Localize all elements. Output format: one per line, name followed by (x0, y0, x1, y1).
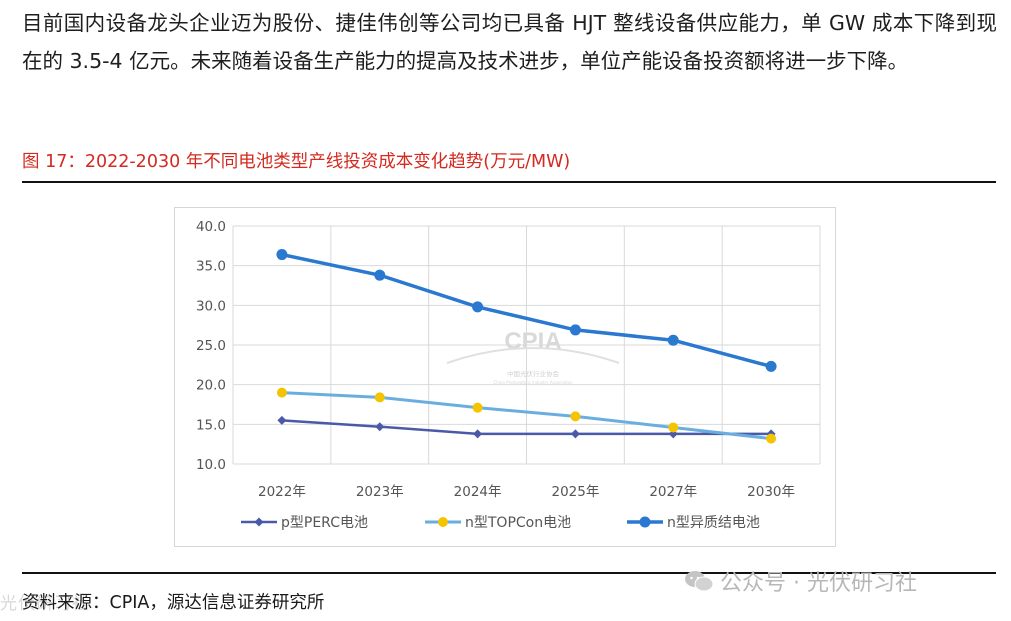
x-tick-label: 2023年 (356, 484, 404, 500)
series-line (281, 391, 772, 441)
x-tick-label: 2022年 (258, 484, 306, 500)
wechat-icon (685, 571, 714, 592)
data-point (569, 324, 581, 336)
x-tick-label: 2025年 (551, 484, 599, 500)
y-tick-label: 10.0 (196, 457, 226, 473)
data-point (570, 411, 581, 422)
wechat-watermark-text: 公众号 · 光伏研习社 (720, 571, 917, 596)
data-point (375, 422, 385, 432)
data-point (374, 392, 385, 403)
data-point (668, 422, 679, 433)
y-tick-label: 25.0 (196, 338, 226, 354)
cpia-watermark: CPIA 中国光伏行业协会 China Photovoltaic Industr… (446, 328, 620, 385)
intro-paragraph: 目前国内设备龙头企业迈为股份、捷佳伟创等公司均已具备 HJT 整线设备供应能力，… (22, 11, 997, 73)
top-divider (22, 181, 996, 183)
legend-marker (639, 516, 651, 528)
x-tick-label: 2027年 (649, 484, 697, 500)
legend-label: p型PERC电池 (281, 515, 368, 531)
chart-container: CPIA 中国光伏行业协会 China Photovoltaic Industr… (174, 207, 836, 547)
data-point (472, 402, 483, 413)
y-tick-label: 35.0 (196, 259, 226, 275)
data-point (374, 269, 386, 281)
cpia-watermark-en: China Photovoltaic Industry Association (493, 380, 573, 385)
data-point (276, 249, 288, 261)
y-tick-label: 30.0 (196, 298, 226, 314)
series-line (281, 419, 772, 436)
legend: p型PERC电池 n型TOPCon电池 n型异质结电池 (241, 515, 760, 531)
series-3 (276, 249, 777, 372)
data-point (766, 433, 777, 444)
data-point (472, 301, 484, 313)
series (276, 249, 777, 444)
legend-label: n型异质结电池 (667, 515, 760, 531)
figure-title: 图 17：2022-2030 年不同电池类型产线投资成本变化趋势(万元/MW) (22, 152, 571, 172)
line-chart: CPIA 中国光伏行业协会 China Photovoltaic Industr… (196, 219, 821, 531)
data-point (473, 429, 483, 439)
cpia-watermark-cn: 中国光伏行业协会 (507, 369, 560, 378)
y-tick-label: 40.0 (196, 219, 226, 235)
series-1 (277, 415, 776, 439)
legend-marker (438, 517, 448, 527)
series-2 (276, 387, 777, 444)
y-tick-label: 15.0 (196, 417, 226, 433)
axes: 10.0 15.0 20.0 25.0 30.0 35.0 40.0 2022年 2023年 20… (196, 219, 795, 500)
left-watermark: 光伏研习社 (0, 594, 90, 614)
data-point (276, 387, 287, 398)
y-tick-label: 20.0 (196, 378, 226, 394)
data-point (277, 415, 287, 425)
data-point (570, 429, 580, 439)
bottom-divider (22, 572, 996, 574)
x-tick-label: 2030年 (747, 484, 795, 500)
legend-label: n型TOPCon电池 (465, 515, 571, 531)
data-point (765, 360, 777, 372)
legend-marker (254, 517, 264, 527)
series-line (281, 252, 772, 369)
data-point (667, 334, 679, 346)
source-note: 资料来源：CPIA，源达信息证券研究所 (22, 593, 325, 613)
cpia-watermark-text: CPIA (504, 328, 561, 355)
cpia-swoosh-icon (446, 347, 620, 364)
x-tick-label: 2024年 (454, 484, 502, 500)
wechat-watermark: 公众号 · 光伏研习社 (684, 565, 917, 597)
